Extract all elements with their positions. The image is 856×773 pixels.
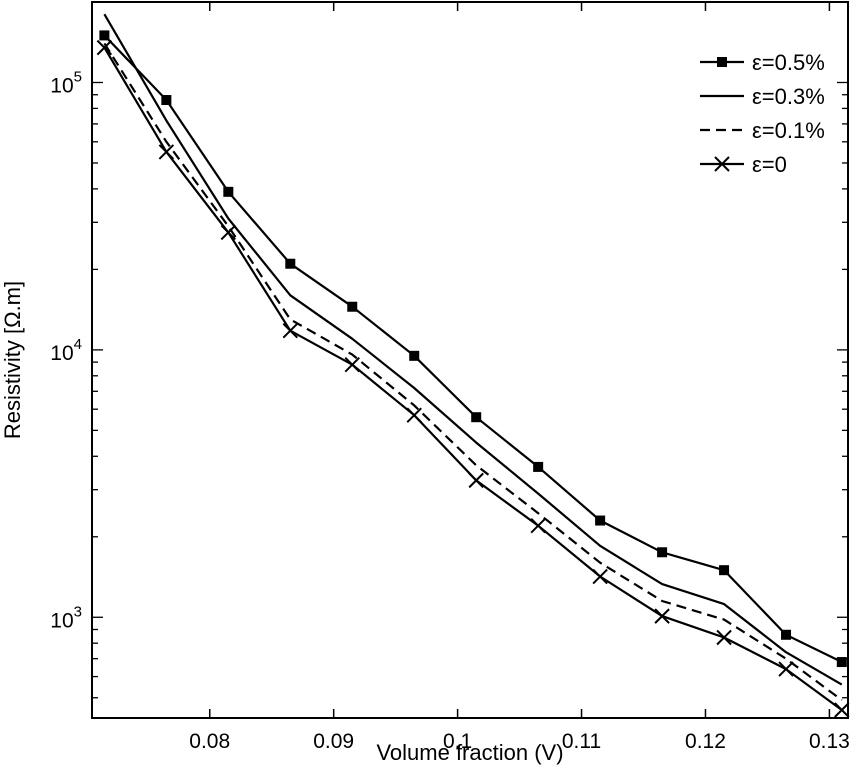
x-marker — [158, 144, 175, 160]
legend-item: ε=0.1% — [700, 118, 825, 143]
x-tick-label: 0.11 — [562, 730, 601, 753]
square-marker — [285, 258, 296, 269]
series — [103, 13, 843, 686]
square-marker — [471, 412, 482, 423]
x-marker — [654, 608, 670, 624]
y-tick-label: 104 — [50, 336, 82, 365]
square-marker — [533, 461, 544, 472]
x-tick-label: 0.13 — [809, 730, 850, 753]
square-marker — [595, 515, 606, 526]
x-marker — [778, 661, 794, 677]
x-marker — [716, 629, 732, 646]
y-axis-label: Resistivity [Ω.m] — [0, 281, 25, 439]
series-line — [103, 42, 843, 701]
square-marker — [99, 30, 110, 41]
x-marker — [834, 702, 850, 718]
square-marker — [161, 95, 172, 106]
legend: ε=0.5% ε=0.3% ε=0.1% ε=0 — [700, 50, 825, 177]
legend-item: ε=0.5% — [700, 50, 825, 75]
x-marker — [220, 224, 237, 241]
square-marker — [223, 186, 234, 197]
x-marker — [406, 407, 422, 423]
series — [99, 30, 847, 668]
x-axis: 0.08 0.09 0.1 0.11 0.12 0.13 — [189, 2, 850, 753]
x-tick-label: 0.1 — [443, 730, 472, 753]
legend-label: ε=0.1% — [752, 118, 825, 143]
series — [103, 42, 843, 701]
x-tick-label: 0.12 — [685, 730, 726, 753]
legend-item: ε=0 — [700, 152, 787, 177]
series — [96, 39, 850, 718]
x-marker — [592, 568, 608, 585]
y-tick-base: 10 — [50, 74, 73, 97]
square-marker — [836, 657, 847, 668]
square-marker — [657, 547, 668, 558]
legend-label: ε=0 — [752, 152, 787, 177]
y-tick-exponent: 5 — [74, 68, 82, 85]
y-tick-base: 10 — [50, 609, 73, 632]
series-line — [103, 13, 843, 686]
x-marker — [714, 156, 730, 172]
x-marker — [530, 517, 546, 534]
x-marker — [282, 322, 299, 339]
y-tick-exponent: 4 — [74, 336, 82, 353]
x-tick-label: 0.09 — [313, 730, 354, 753]
legend-label: ε=0.5% — [752, 50, 825, 75]
square-marker — [409, 350, 420, 361]
x-tick-label: 0.08 — [189, 730, 230, 753]
x-marker — [344, 357, 360, 373]
legend-item: ε=0.3% — [700, 84, 825, 109]
square-marker — [717, 57, 727, 67]
legend-label: ε=0.3% — [752, 84, 825, 109]
square-marker — [719, 565, 730, 576]
plot-area — [91, 1, 849, 719]
y-tick-label: 105 — [50, 68, 82, 97]
x-marker — [96, 39, 113, 56]
square-marker — [781, 629, 792, 640]
x-marker — [468, 472, 484, 489]
y-tick-exponent: 3 — [74, 603, 82, 620]
y-tick-label: 103 — [50, 603, 82, 632]
y-tick-base: 10 — [50, 342, 73, 365]
series-layer — [96, 13, 850, 718]
x-axis-label: Volume fraction (V) — [376, 740, 563, 765]
square-marker — [347, 301, 358, 312]
